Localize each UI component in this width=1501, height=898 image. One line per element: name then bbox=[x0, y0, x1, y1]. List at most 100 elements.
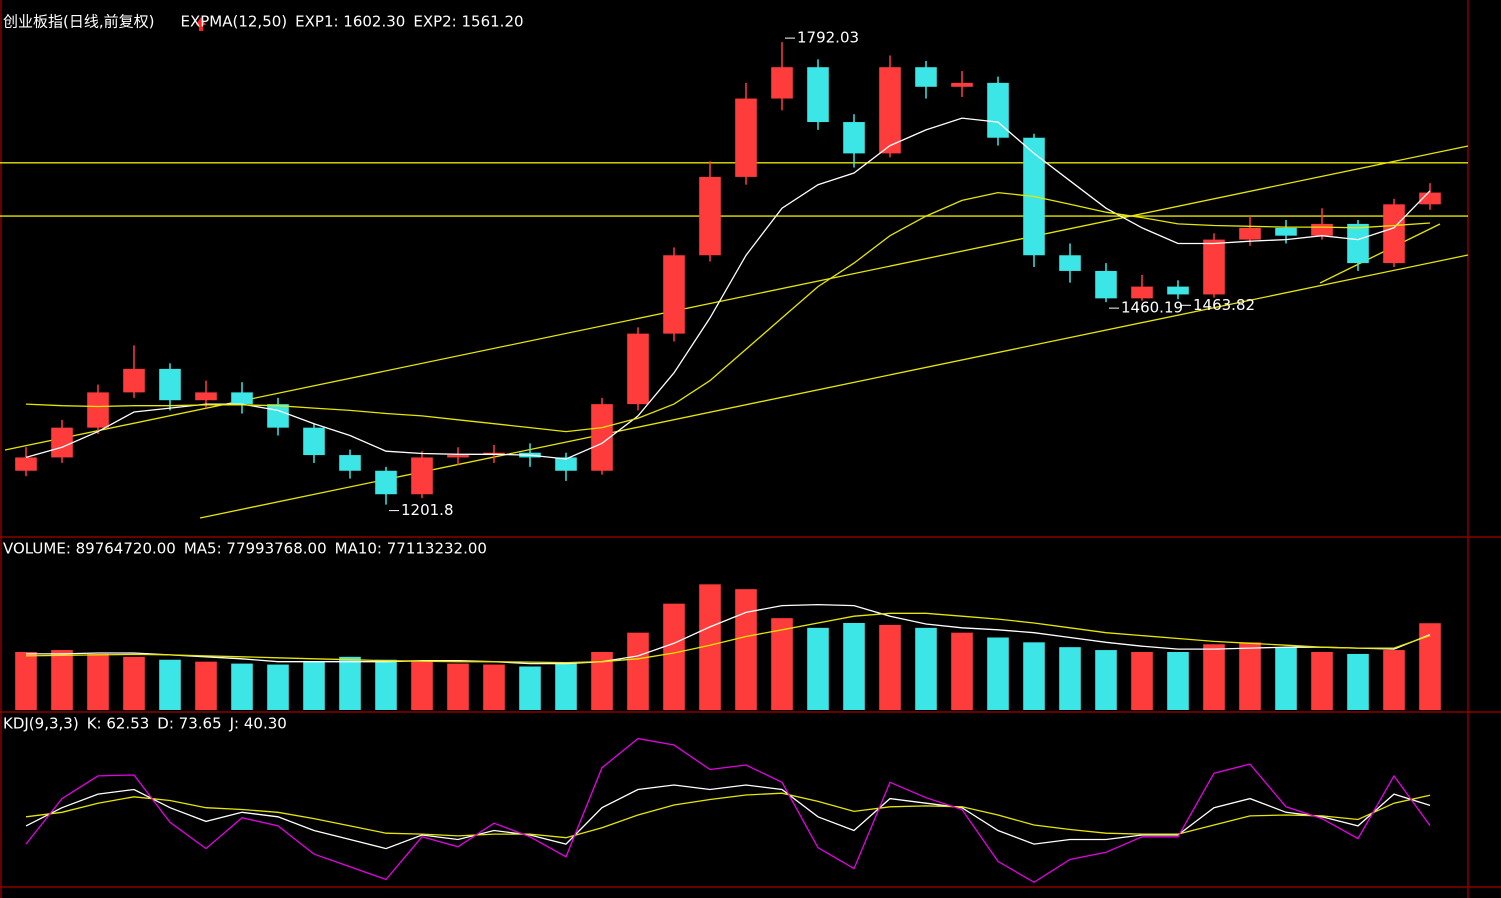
candle-body bbox=[1167, 286, 1189, 295]
volume-bar bbox=[951, 632, 973, 710]
candle-body bbox=[915, 67, 937, 87]
volume-bar bbox=[1275, 647, 1297, 710]
candle-body bbox=[663, 255, 685, 334]
candle-body bbox=[87, 392, 109, 428]
volume-bar bbox=[1383, 650, 1405, 710]
candle-body bbox=[879, 67, 901, 154]
candle-body bbox=[123, 368, 145, 393]
volume-bar bbox=[735, 589, 757, 710]
header-text: VOLUME: 89764720.00 bbox=[3, 540, 176, 558]
candle-body bbox=[1383, 204, 1405, 264]
indicator-line bbox=[25, 784, 1431, 850]
annotation: 1792.03 bbox=[797, 29, 859, 47]
candle-body bbox=[627, 333, 649, 405]
header-text: 创业板指(日线,前复权) bbox=[3, 13, 154, 31]
indicator-line bbox=[25, 117, 1431, 460]
volume-bar bbox=[411, 661, 433, 710]
header-text: EXP2: 1561.20 bbox=[413, 13, 523, 31]
candle-body bbox=[771, 67, 793, 99]
volume-bar bbox=[591, 652, 613, 710]
volume-bar bbox=[1131, 652, 1153, 710]
candle-body bbox=[1059, 255, 1081, 271]
volume-bar bbox=[303, 661, 325, 710]
volume-bar bbox=[663, 603, 685, 710]
volume-bar bbox=[483, 664, 505, 710]
volume-bar bbox=[987, 637, 1009, 710]
volume-bar bbox=[519, 666, 541, 710]
volume-bar bbox=[1095, 650, 1117, 710]
volume-bar bbox=[843, 623, 865, 710]
volume-bar bbox=[627, 632, 649, 710]
candle-body bbox=[159, 368, 181, 401]
header-text: J: 40.30 bbox=[229, 715, 287, 733]
annotation: 1201.8 bbox=[401, 501, 454, 519]
volume-bar bbox=[879, 624, 901, 710]
candle-body bbox=[1095, 270, 1117, 299]
volume-bar bbox=[339, 656, 361, 710]
volume-bar bbox=[195, 661, 217, 710]
candle-body bbox=[1275, 227, 1297, 236]
trend-line bbox=[1319, 223, 1441, 284]
candle-body bbox=[195, 392, 217, 401]
volume-bar bbox=[123, 656, 145, 710]
volume-bar bbox=[1419, 623, 1441, 710]
candle-body bbox=[303, 427, 325, 456]
header-text: MA5: 77993768.00 bbox=[184, 540, 327, 558]
candle-body bbox=[1239, 227, 1261, 240]
candle-body bbox=[51, 427, 73, 458]
volume-bar bbox=[87, 653, 109, 710]
header-text: EXP1: 1602.30 bbox=[295, 13, 405, 31]
candle-body bbox=[1203, 239, 1225, 295]
candle-body bbox=[591, 404, 613, 471]
indicator-icon bbox=[196, 17, 206, 31]
volume-bar bbox=[1347, 653, 1369, 710]
candle-body bbox=[555, 457, 577, 471]
header-text: EXPMA(12,50) bbox=[180, 13, 287, 31]
candle-body bbox=[267, 404, 289, 428]
volume-bar bbox=[15, 652, 37, 710]
volume-bar bbox=[1023, 642, 1045, 710]
volume-bar bbox=[771, 618, 793, 710]
candle-body bbox=[735, 98, 757, 177]
candle-body bbox=[375, 470, 397, 495]
candle-body bbox=[1311, 223, 1333, 236]
header-text: D: 73.65 bbox=[157, 715, 221, 733]
candle-body bbox=[1347, 223, 1369, 264]
header-text: KDJ(9,3,3) bbox=[3, 715, 79, 733]
volume-bar bbox=[699, 584, 721, 710]
indicator-line bbox=[25, 191, 1431, 433]
volume-bar bbox=[375, 659, 397, 710]
volume-bar bbox=[447, 663, 469, 710]
volume-bar bbox=[1203, 644, 1225, 710]
indicator-line bbox=[25, 792, 1431, 839]
candle-body bbox=[807, 67, 829, 123]
indicator-line bbox=[25, 737, 1431, 884]
volume-bar bbox=[159, 659, 181, 710]
candle-body bbox=[1419, 192, 1441, 205]
indicator-line bbox=[26, 603, 1431, 665]
candle-body bbox=[447, 455, 469, 458]
header-text: MA10: 77113232.00 bbox=[335, 540, 487, 558]
candle-body bbox=[1131, 286, 1153, 299]
header-text: K: 62.53 bbox=[87, 715, 150, 733]
volume-bar bbox=[555, 663, 577, 710]
candle-body bbox=[231, 392, 253, 405]
annotation: 1463.82 bbox=[1193, 296, 1255, 314]
annotation: 1460.19 bbox=[1121, 299, 1183, 317]
indicator-line bbox=[25, 612, 1431, 664]
volume-bar bbox=[267, 664, 289, 710]
candle-body bbox=[15, 457, 37, 471]
volume-bar bbox=[1311, 652, 1333, 710]
plot-layer: 1792.03 1201.8 1460.19 1463.82 创业板指(日线,前复权) E… bbox=[0, 13, 1468, 884]
candle-body bbox=[339, 455, 361, 471]
candle-body bbox=[951, 82, 973, 87]
volume-bar bbox=[915, 627, 937, 710]
volume-bar bbox=[1167, 652, 1189, 710]
volume-bar bbox=[231, 663, 253, 710]
volume-bar bbox=[1059, 647, 1081, 710]
volume-bar bbox=[51, 650, 73, 710]
candle-body bbox=[699, 176, 721, 256]
volume-bar bbox=[1239, 642, 1261, 710]
